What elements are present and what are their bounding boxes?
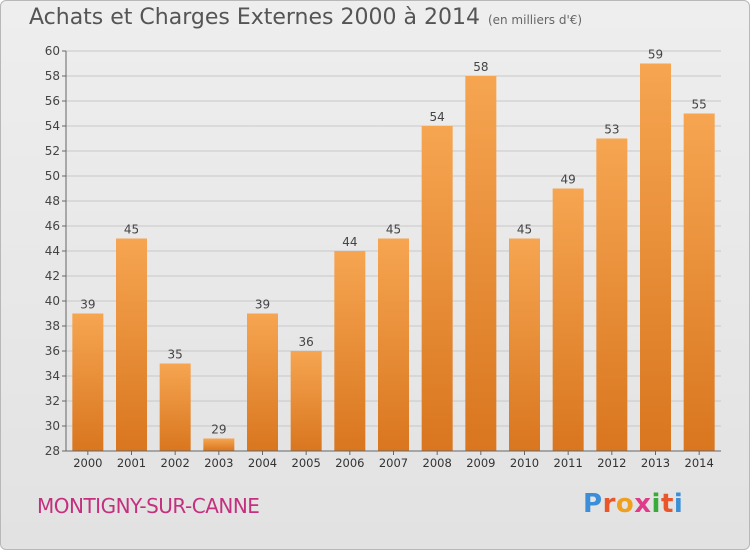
- y-tick-label: 30: [45, 419, 60, 433]
- logo-letter: o: [615, 489, 635, 519]
- y-tick-label: 50: [45, 169, 60, 183]
- logo-letter: i: [673, 489, 684, 519]
- bar-2002[interactable]: [159, 363, 191, 452]
- data-label-2010: 45: [517, 223, 532, 237]
- bar-2014[interactable]: [683, 113, 715, 452]
- x-tick-label: 2010: [510, 456, 539, 470]
- y-tick-label: 52: [45, 144, 60, 158]
- y-tick-label: 48: [45, 194, 60, 208]
- commune-name: MONTIGNY-SUR-CANNE: [37, 494, 260, 518]
- x-tick-label: 2004: [248, 456, 277, 470]
- y-tick-label: 54: [45, 119, 60, 133]
- x-tick-label: 2000: [73, 456, 102, 470]
- bar-2005[interactable]: [290, 351, 322, 451]
- x-tick-label: 2003: [204, 456, 233, 470]
- chart-title: Achats et Charges Externes 2000 à 2014 (e…: [29, 5, 582, 30]
- logo-letter: P: [583, 489, 603, 519]
- data-label-2003: 29: [211, 423, 226, 437]
- y-tick-label: 46: [45, 219, 60, 233]
- bar-2011[interactable]: [552, 188, 584, 452]
- x-tick-label: 2005: [292, 456, 321, 470]
- y-tick-label: 44: [45, 244, 60, 258]
- y-tick-label: 38: [45, 319, 60, 333]
- y-tick-label: 36: [45, 344, 60, 358]
- bar-2008[interactable]: [421, 126, 453, 451]
- x-tick-label: 2001: [117, 456, 146, 470]
- bar-2004[interactable]: [247, 313, 278, 452]
- x-tick-label: 2013: [641, 456, 670, 470]
- y-tick-label: 58: [45, 69, 60, 83]
- chart-title-text: Achats et Charges Externes 2000 à 2014: [29, 5, 480, 30]
- x-tick-label: 2006: [335, 456, 364, 470]
- y-tick-label: 42: [45, 269, 60, 283]
- y-tick-label: 60: [45, 44, 60, 58]
- x-tick-label: 2012: [597, 456, 626, 470]
- bar-2010[interactable]: [509, 238, 540, 452]
- y-axis-ticks: 28 30 32 34 36 38 40 42 44 46 48 50 52 54 56 58 60: [45, 44, 66, 458]
- bar-2001[interactable]: [116, 238, 147, 452]
- data-label-2000: 39: [80, 298, 95, 312]
- x-tick-label: 2002: [161, 456, 190, 470]
- bar-2007[interactable]: [378, 238, 409, 452]
- data-label-2013: 59: [648, 48, 663, 62]
- bars: [72, 63, 715, 452]
- proxiti-logo[interactable]: Proxiti: [583, 489, 683, 519]
- data-label-2001: 45: [124, 223, 139, 237]
- logo-letter: t: [660, 489, 674, 519]
- data-label-2002: 35: [168, 348, 183, 362]
- data-label-2004: 39: [255, 298, 270, 312]
- data-label-2007: 45: [386, 223, 401, 237]
- y-tick-label: 34: [45, 369, 60, 383]
- data-label-2011: 49: [561, 173, 576, 187]
- y-tick-label: 40: [45, 294, 60, 308]
- x-tick-label: 2014: [685, 456, 714, 470]
- x-tick-label: 2007: [379, 456, 408, 470]
- logo-letter: x: [634, 489, 652, 519]
- x-axis-ticks: 2000 2001 2002 2003 2004 2005 2006 2007 2008 2009…: [73, 451, 714, 470]
- logo-letter: i: [651, 489, 661, 519]
- bar-2003[interactable]: [203, 438, 235, 452]
- data-label-2006: 44: [342, 235, 357, 249]
- data-label-2012: 53: [604, 123, 619, 137]
- y-tick-label: 28: [45, 444, 60, 458]
- x-tick-label: 2011: [554, 456, 583, 470]
- y-tick-label: 56: [45, 94, 60, 108]
- x-tick-label: 2009: [466, 456, 495, 470]
- data-label-2005: 36: [299, 335, 314, 349]
- data-label-2009: 58: [473, 60, 488, 74]
- bar-2012[interactable]: [596, 138, 628, 452]
- data-label-2014: 55: [692, 98, 707, 112]
- data-label-2008: 54: [430, 110, 445, 124]
- y-tick-label: 32: [45, 394, 60, 408]
- bar-2009[interactable]: [465, 76, 497, 451]
- bar-2013[interactable]: [640, 63, 671, 452]
- x-tick-label: 2008: [423, 456, 452, 470]
- chart-subtitle: (en milliers d'€): [487, 13, 583, 27]
- logo-letter: r: [602, 489, 616, 519]
- bar-2006[interactable]: [334, 251, 366, 451]
- data-labels: 39 45 35 29 39 36 44 45 54 58 45 49 53 59 55: [80, 48, 707, 437]
- axes: [65, 51, 721, 452]
- bar-2000[interactable]: [72, 313, 104, 452]
